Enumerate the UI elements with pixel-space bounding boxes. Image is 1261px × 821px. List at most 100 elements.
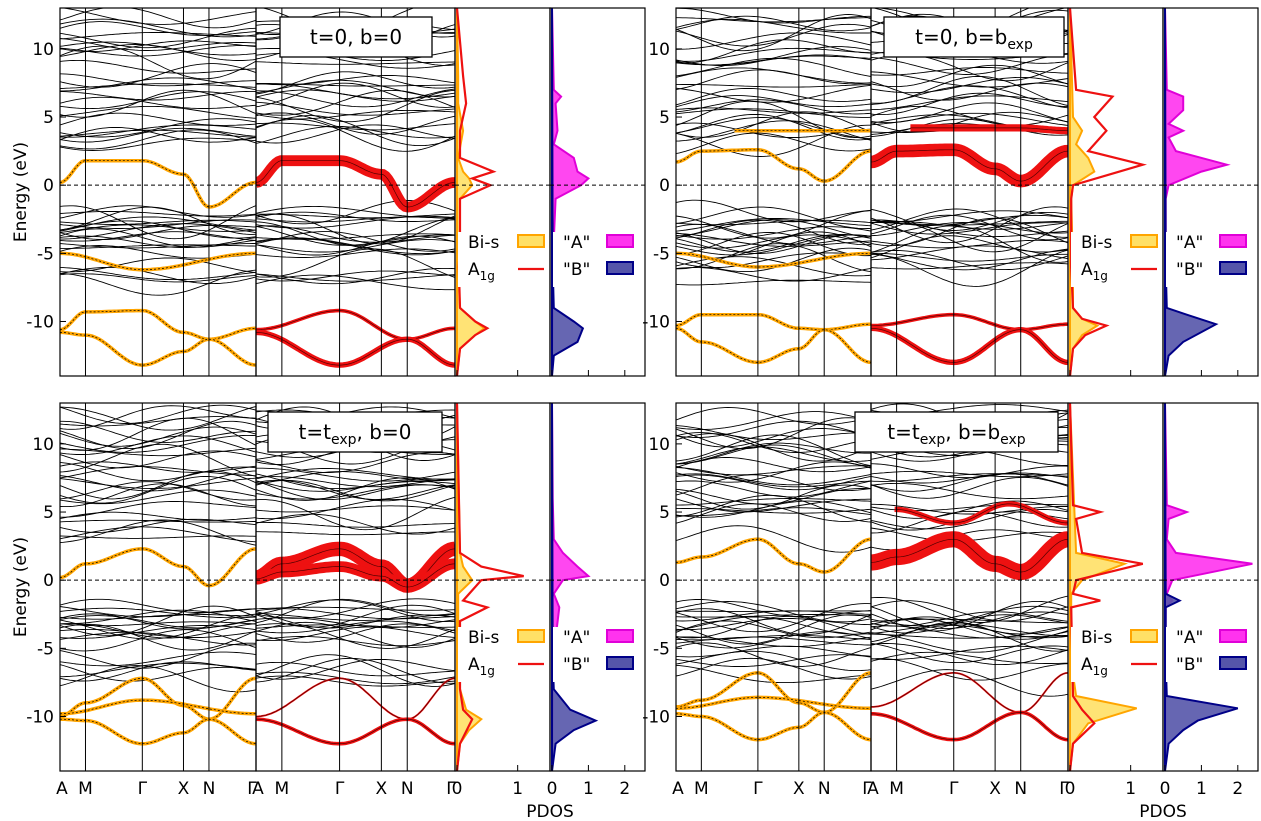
legend-label-a1g: A1g	[468, 260, 495, 283]
band-line	[256, 82, 455, 108]
band-line	[871, 85, 1068, 109]
k-point-label: M	[889, 779, 904, 799]
legend-swatch-b-site	[606, 261, 634, 275]
band-line	[871, 482, 1068, 500]
band-line	[256, 83, 455, 100]
band-line	[60, 206, 256, 235]
band-line	[676, 642, 871, 667]
energy-tick-label: -10	[642, 312, 670, 332]
k-point-label: Γ	[138, 779, 148, 799]
band-line	[676, 14, 871, 52]
pdos-tick-label: 0	[1065, 779, 1076, 799]
band-line	[676, 108, 871, 118]
band-line	[676, 234, 871, 256]
bands-a1g-panel	[256, 8, 455, 368]
panel-label: t=0, b=0	[310, 25, 402, 49]
k-point-label: Γ	[1059, 779, 1069, 799]
band-line	[256, 101, 455, 116]
legend-swatch-bi-s	[1130, 629, 1158, 643]
pdos-b-site-curve	[551, 8, 585, 376]
band-line	[256, 71, 455, 95]
pdos-a-site-curve	[1164, 8, 1231, 376]
band-line	[676, 712, 871, 741]
pdos-b-site-curve	[1164, 403, 1239, 771]
band-line	[256, 654, 455, 687]
bands-a1g-panel	[256, 406, 455, 746]
band-line	[60, 461, 256, 482]
a1g-band	[256, 155, 455, 213]
band-line	[60, 266, 256, 281]
band-line	[256, 231, 455, 252]
band-line	[60, 651, 256, 667]
panel-frame	[255, 402, 456, 772]
band-line	[676, 234, 871, 249]
band-line	[256, 598, 455, 619]
band-line	[256, 657, 455, 684]
band-line	[676, 252, 871, 268]
panel-label-box	[883, 16, 1065, 58]
band-line	[256, 213, 455, 219]
band-line	[871, 651, 1068, 664]
band-line	[60, 129, 256, 138]
band-line	[256, 239, 455, 253]
band-line	[256, 531, 455, 536]
energy-tick-label: -10	[26, 312, 54, 332]
legend-swatch-a-site	[606, 234, 634, 248]
band-line	[60, 266, 256, 285]
band-line	[676, 480, 871, 498]
band-line	[60, 205, 256, 240]
band-line	[676, 650, 871, 672]
band-line	[256, 215, 455, 229]
band-line	[256, 452, 455, 473]
panel-label: t=0, b=bexp	[915, 25, 1033, 53]
band-line	[871, 220, 1068, 226]
band-line	[676, 18, 871, 34]
legend: Bi-s A1g "A" "B"	[1071, 232, 1256, 287]
band-line	[871, 149, 1068, 182]
bands-bi-s-panel	[60, 8, 256, 367]
band-line	[871, 672, 1068, 713]
k-point-label: Γ	[862, 779, 872, 799]
energy-tick-label: 10	[648, 40, 670, 60]
band-line	[676, 57, 871, 77]
band-line	[676, 610, 871, 622]
band-line	[256, 521, 455, 528]
pdos-axis-label: PDOS	[1139, 802, 1187, 821]
band-line	[60, 112, 256, 126]
band-line	[676, 17, 871, 23]
band-line	[676, 498, 871, 506]
legend-swatch-b-site	[606, 656, 634, 670]
band-line	[256, 112, 455, 135]
legend-label-a1g-sub: 1g	[1093, 664, 1108, 678]
band-line	[676, 525, 871, 553]
band-line	[676, 218, 871, 232]
band-line	[871, 210, 1068, 223]
legend-label-a1g-sub: 1g	[1093, 269, 1108, 283]
band-line	[676, 100, 871, 139]
band-line	[871, 208, 1068, 238]
legend-label-b-site: "B"	[563, 260, 590, 280]
band-line	[910, 127, 1068, 132]
k-point-label: Γ	[335, 779, 345, 799]
band-line	[871, 618, 1068, 624]
band-line	[60, 332, 256, 366]
k-point-label: M	[78, 779, 93, 799]
band-line	[60, 21, 256, 36]
band-line	[60, 606, 256, 618]
energy-tick-label: -5	[37, 244, 54, 264]
energy-tick-label: 0	[659, 571, 670, 591]
pdos-tick-label: 1	[512, 779, 523, 799]
band-line	[60, 27, 256, 49]
band-line	[676, 672, 871, 713]
band-line	[60, 40, 256, 52]
band-line	[256, 479, 455, 500]
legend-swatch-b-site	[1219, 656, 1247, 670]
energy-tick-label: 10	[32, 435, 54, 455]
band-line	[871, 510, 1068, 534]
band-line	[256, 235, 455, 256]
band-line	[871, 621, 1068, 652]
band-line	[676, 507, 871, 517]
band-line	[676, 243, 871, 273]
k-point-label: A	[252, 779, 264, 799]
band-line	[60, 426, 256, 447]
